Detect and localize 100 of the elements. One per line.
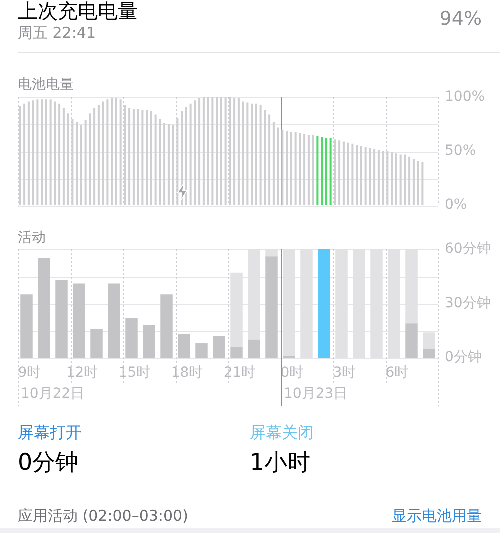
- x-tick-label: 12时: [66, 365, 98, 382]
- bar: [32, 100, 34, 206]
- bar: [45, 100, 48, 206]
- bar: [316, 136, 319, 206]
- bar: [406, 324, 418, 358]
- text: 10月22日: [21, 386, 85, 402]
- bar: [251, 104, 254, 206]
- bar: [299, 133, 302, 206]
- bar: [108, 284, 120, 358]
- bar: [220, 97, 222, 206]
- bar: [84, 120, 87, 206]
- bar: [38, 258, 50, 358]
- text: 1小时: [250, 450, 311, 476]
- bar: [347, 142, 350, 206]
- bar: [194, 100, 196, 206]
- bar: [422, 162, 424, 206]
- bar: [408, 156, 411, 206]
- bar: [321, 137, 324, 206]
- bar: [62, 108, 65, 206]
- bar: [90, 329, 103, 358]
- bar: [294, 132, 297, 206]
- bar: [115, 98, 118, 206]
- bar: [143, 325, 156, 358]
- chart-title: 电池电量: [18, 77, 74, 94]
- text: 应用活动 (02:00–03:00): [18, 507, 188, 526]
- bar: [308, 135, 310, 206]
- bar: [50, 100, 52, 206]
- bar: [106, 100, 109, 206]
- y-tick-label: 30分钟: [445, 295, 491, 312]
- text: 屏幕打开: [18, 423, 82, 442]
- bar: [342, 142, 345, 206]
- bar: [128, 108, 131, 206]
- bar: [268, 114, 271, 206]
- bar: [76, 122, 78, 206]
- bar: [391, 152, 394, 206]
- bar: [277, 128, 280, 206]
- bar: [304, 134, 306, 206]
- x-tick-label: 18时: [171, 365, 204, 382]
- bar: [164, 123, 166, 206]
- bar: [160, 294, 173, 358]
- text: 10月23日: [284, 386, 348, 402]
- bar: [360, 146, 362, 206]
- bar: [356, 145, 358, 206]
- bar: [423, 348, 436, 358]
- y-tick-label: 50%: [445, 143, 476, 160]
- bar: [412, 159, 415, 206]
- bar: [111, 98, 114, 206]
- bar: [417, 161, 420, 206]
- text: 上次充电电量: [18, 0, 138, 23]
- text: 屏幕关闭: [250, 423, 314, 442]
- x-tick-label: 3时: [333, 365, 356, 382]
- bar: [224, 97, 227, 206]
- bar: [290, 132, 292, 206]
- x-tick-label: 9时: [18, 365, 42, 382]
- bar: [234, 98, 236, 206]
- bar: [159, 119, 162, 206]
- bar: [330, 138, 332, 206]
- bar: [98, 104, 100, 206]
- bar: [207, 97, 210, 206]
- bar: [242, 102, 244, 206]
- bar: [260, 104, 262, 206]
- bar: [272, 122, 275, 206]
- text: 0分钟: [18, 450, 79, 476]
- bar: [255, 104, 258, 206]
- bar: [89, 114, 92, 206]
- bar: [338, 140, 341, 206]
- bar: [264, 110, 266, 206]
- bar: [246, 102, 249, 206]
- bar: [369, 148, 372, 206]
- bar: [28, 102, 30, 206]
- text: 周五 22:41: [18, 24, 96, 42]
- bar: [238, 98, 240, 206]
- bar: [132, 109, 135, 206]
- bar: [168, 124, 170, 206]
- bar: [24, 104, 26, 206]
- bar: [142, 110, 144, 206]
- y-tick-label: 60分钟: [445, 241, 491, 258]
- bar: [374, 149, 376, 206]
- bar: [378, 150, 380, 206]
- bar: [41, 100, 44, 206]
- bar: [190, 104, 192, 206]
- bar: [58, 104, 61, 206]
- bar: [154, 114, 157, 206]
- text: 94%: [440, 8, 482, 31]
- bar: [404, 154, 406, 206]
- bar: [282, 130, 284, 206]
- y-tick-label: 0分钟: [445, 350, 482, 366]
- bar: [312, 135, 314, 206]
- bar: [202, 97, 205, 206]
- bar: [196, 344, 208, 358]
- bar: [364, 147, 367, 206]
- x-tick-label: 0时: [280, 365, 304, 382]
- text: 显示电池用量: [392, 507, 482, 526]
- bar: [198, 98, 201, 206]
- bar: [325, 138, 328, 206]
- bar: [185, 107, 188, 206]
- bar: [137, 109, 140, 206]
- x-tick-label: 6时: [386, 365, 409, 382]
- bar: [120, 100, 122, 206]
- bar: [352, 144, 354, 206]
